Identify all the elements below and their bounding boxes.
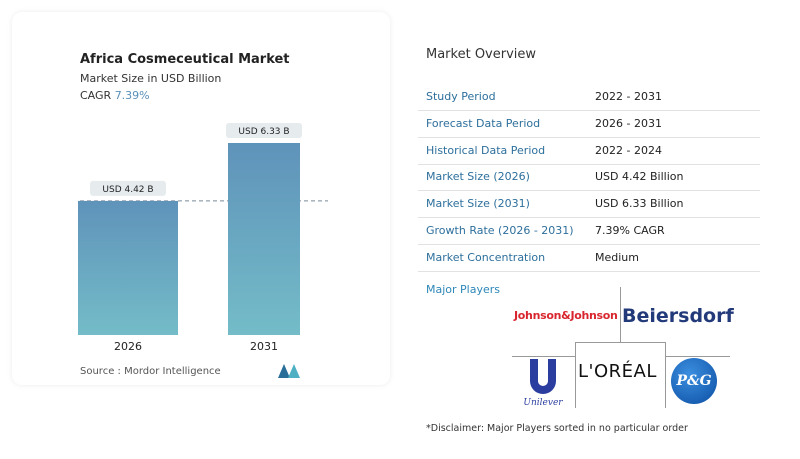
data-label-bg xyxy=(90,180,166,196)
cagr: CAGR 7.39% xyxy=(80,89,150,102)
overview-row: Forecast Data Period 2026 - 2031 xyxy=(418,111,760,138)
overview-row: Market Size (2031) USD 6.33 Billion xyxy=(418,191,760,219)
johnson-johnson-logo: Johnson&Johnson xyxy=(514,309,618,322)
row-value: USD 4.42 Billion xyxy=(595,170,684,184)
cagr-label: CAGR xyxy=(80,89,112,102)
row-value: 2026 - 2031 xyxy=(595,116,662,130)
disclaimer: *Disclaimer: Major Players sorted in no … xyxy=(426,423,688,434)
row-label: Historical Data Period xyxy=(426,143,546,157)
cagr-value: 7.39% xyxy=(114,89,150,102)
overview-row: Market Concentration Medium xyxy=(418,245,760,272)
overview-row: Study Period 2022 - 2031 xyxy=(418,84,760,111)
row-label: Growth Rate (2026 - 2031) xyxy=(426,224,574,237)
data-label-bg xyxy=(226,123,302,138)
row-label: Forecast Data Period xyxy=(426,116,541,130)
row-label: Market Concentration xyxy=(426,250,546,264)
overview-row: Growth Rate (2026 - 2031) 7.39% CAGR xyxy=(418,218,760,245)
bar-2026 xyxy=(78,200,178,335)
pg-logo: P&G xyxy=(671,358,717,404)
divider xyxy=(575,342,576,408)
overview-row: Historical Data Period 2022 - 2024 xyxy=(418,138,760,165)
unilever-logo: Unilever xyxy=(523,359,563,407)
divider xyxy=(575,342,665,343)
loreal-logo: L'ORÉAL xyxy=(578,361,657,382)
divider xyxy=(665,342,666,408)
bar-2031 xyxy=(228,143,300,335)
divider xyxy=(665,356,730,357)
data-label: USD 6.33 B xyxy=(238,127,289,137)
x-tick-label: 2031 xyxy=(250,340,278,353)
row-value: 2022 - 2031 xyxy=(595,90,662,103)
svg-text:Unilever: Unilever xyxy=(523,398,563,407)
source: Source : Mordor Intelligence xyxy=(80,366,221,377)
row-value: USD 6.33 Billion xyxy=(595,197,684,211)
row-value: 2022 - 2024 xyxy=(595,143,662,157)
divider xyxy=(512,356,575,357)
chart-title: Africa Cosmeceutical Market xyxy=(80,52,290,67)
data-label: USD 4.42 B xyxy=(102,185,153,195)
row-label: Study Period xyxy=(426,90,496,103)
overview-row: Market Size (2026) USD 4.42 Billion xyxy=(418,164,760,192)
row-label: Market Size (2026) xyxy=(426,170,530,184)
mordor-logo-icon xyxy=(278,364,300,378)
overview-title: Market Overview xyxy=(426,47,537,62)
bar-chart: USD 4.42 B 2026 USD 6.33 B 2031 xyxy=(78,123,328,353)
x-tick-label: 2026 xyxy=(114,340,142,353)
chart-card xyxy=(12,12,390,385)
major-players-title: Major Players xyxy=(426,283,500,296)
row-value: Medium xyxy=(595,250,639,264)
chart-subtitle: Market Size in USD Billion xyxy=(80,72,222,85)
beiersdorf-logo: Beiersdorf xyxy=(622,305,734,327)
row-label: Market Size (2031) xyxy=(426,197,530,211)
row-value: 7.39% CAGR xyxy=(595,224,665,237)
divider xyxy=(620,287,621,342)
